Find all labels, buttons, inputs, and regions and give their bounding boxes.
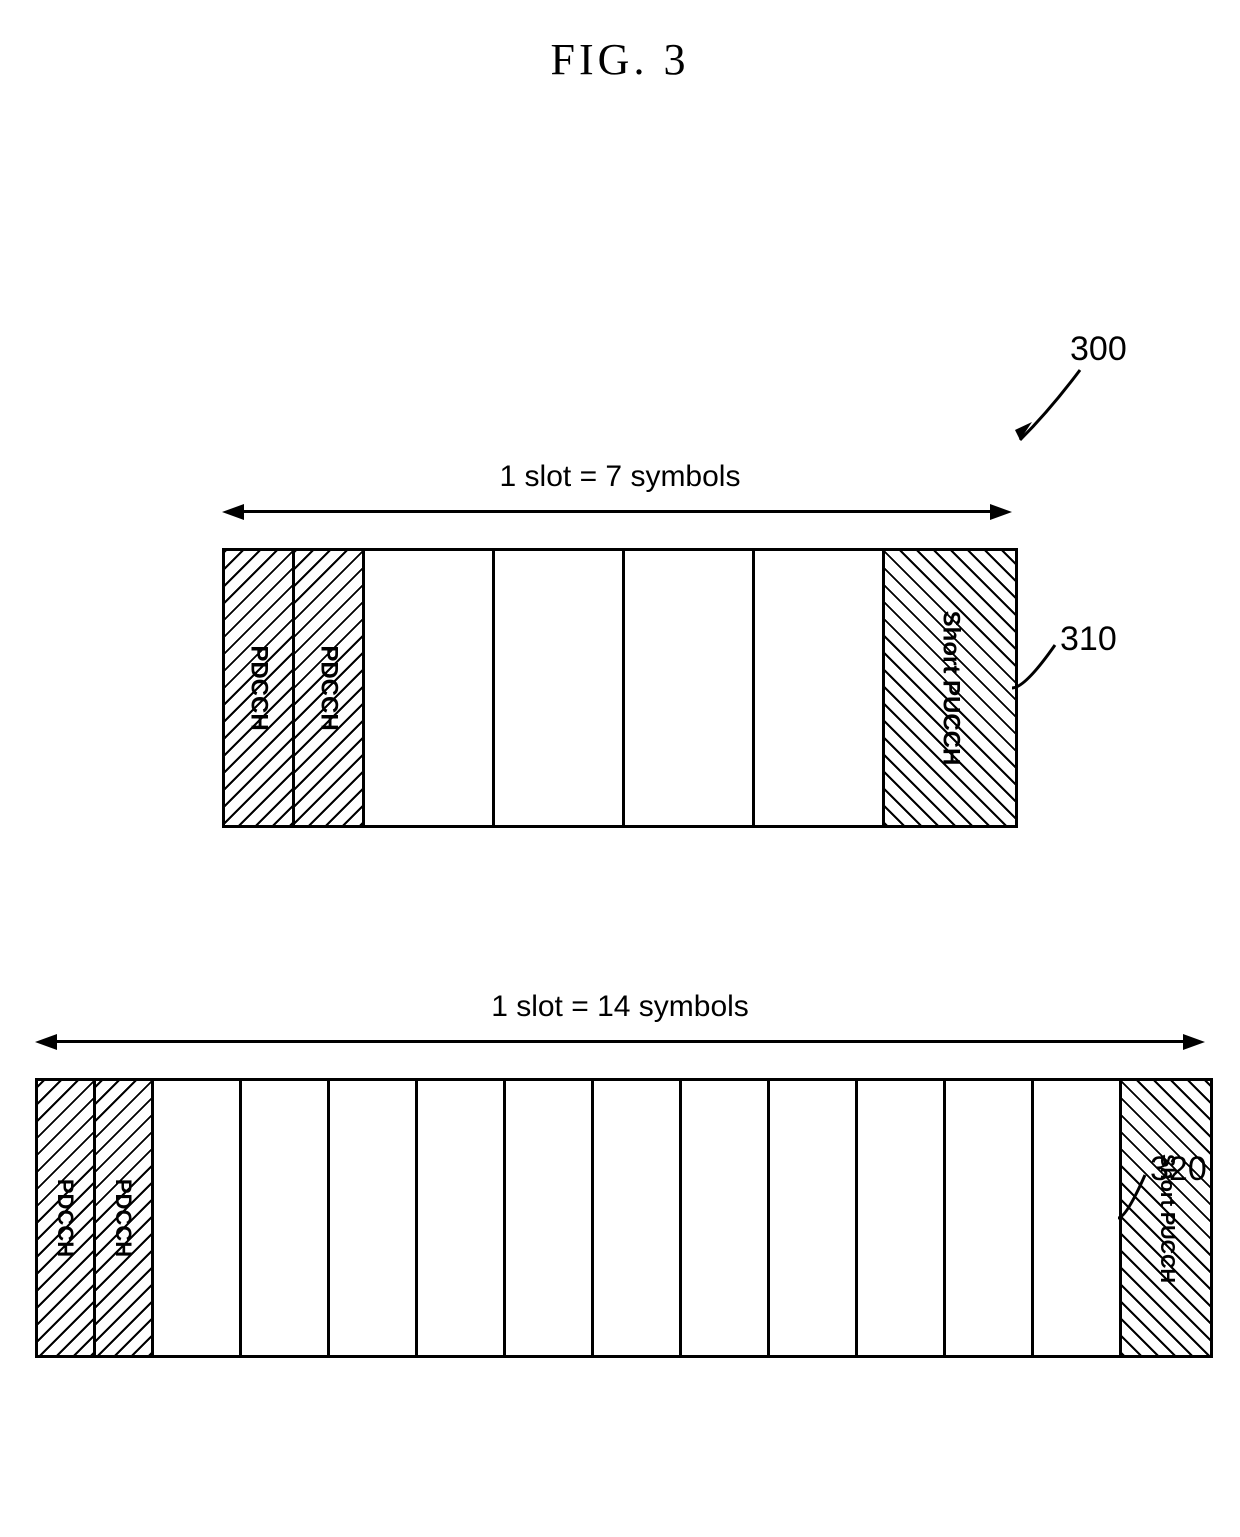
ref-320-curve — [0, 0, 1240, 1537]
